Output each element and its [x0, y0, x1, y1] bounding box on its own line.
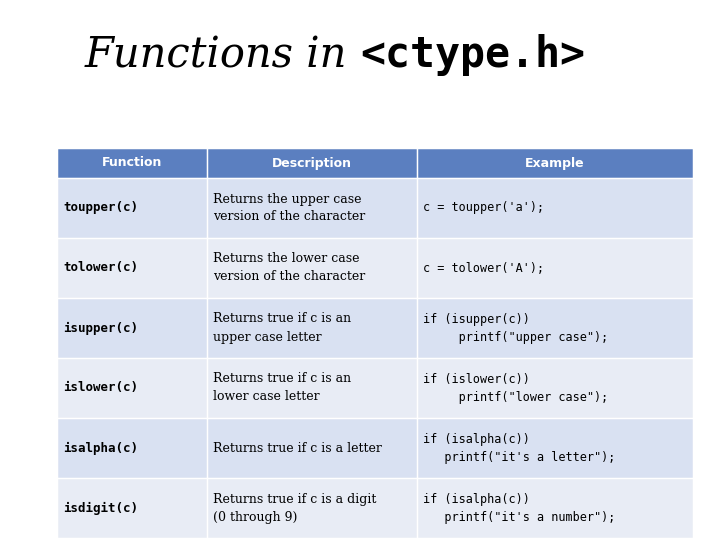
Text: if (isalpha(c))
   printf("it's a number");: if (isalpha(c)) printf("it's a number"); [423, 492, 616, 523]
Text: <ctype.h>: <ctype.h> [360, 34, 585, 76]
Text: Returns true if c is an
lower case letter: Returns true if c is an lower case lette… [213, 373, 351, 403]
Text: isupper(c): isupper(c) [63, 321, 138, 335]
Text: isdigit(c): isdigit(c) [63, 502, 138, 515]
Text: Returns the lower case
version of the character: Returns the lower case version of the ch… [213, 253, 365, 284]
Bar [207, 238, 417, 298]
Text: isalpha(c): isalpha(c) [63, 442, 138, 455]
Bar [417, 478, 693, 538]
Text: toupper(c): toupper(c) [63, 201, 138, 214]
Bar [417, 358, 693, 418]
Bar [57, 478, 207, 538]
Bar [57, 298, 207, 358]
Bar [417, 418, 693, 478]
Bar [207, 148, 417, 178]
Bar [207, 178, 417, 238]
Text: Returns true if c is a digit
(0 through 9): Returns true if c is a digit (0 through … [213, 492, 377, 523]
Text: Example: Example [525, 157, 585, 170]
Text: Function: Function [102, 157, 162, 170]
Text: if (islower(c))
     printf("lower case");: if (islower(c)) printf("lower case"); [423, 373, 608, 403]
Bar [57, 178, 207, 238]
Bar [57, 358, 207, 418]
Text: if (isalpha(c))
   printf("it's a letter");: if (isalpha(c)) printf("it's a letter"); [423, 433, 616, 463]
Bar [57, 148, 207, 178]
Bar [207, 358, 417, 418]
Text: Returns true if c is an
upper case letter: Returns true if c is an upper case lette… [213, 313, 351, 343]
Text: c = tolower('A');: c = tolower('A'); [423, 261, 544, 274]
Bar [57, 418, 207, 478]
Text: tolower(c): tolower(c) [63, 261, 138, 274]
Text: if (isupper(c))
     printf("upper case");: if (isupper(c)) printf("upper case"); [423, 313, 608, 343]
Bar [57, 238, 207, 298]
Bar [417, 238, 693, 298]
Bar [417, 178, 693, 238]
Text: Returns true if c is a letter: Returns true if c is a letter [213, 442, 382, 455]
Bar [417, 298, 693, 358]
Bar [207, 418, 417, 478]
Text: islower(c): islower(c) [63, 381, 138, 395]
Text: Functions in: Functions in [84, 34, 360, 76]
Text: Returns the upper case
version of the character: Returns the upper case version of the ch… [213, 192, 365, 224]
Text: Description: Description [272, 157, 352, 170]
Bar [207, 298, 417, 358]
Bar [207, 478, 417, 538]
Bar [417, 148, 693, 178]
Text: c = toupper('a');: c = toupper('a'); [423, 201, 544, 214]
